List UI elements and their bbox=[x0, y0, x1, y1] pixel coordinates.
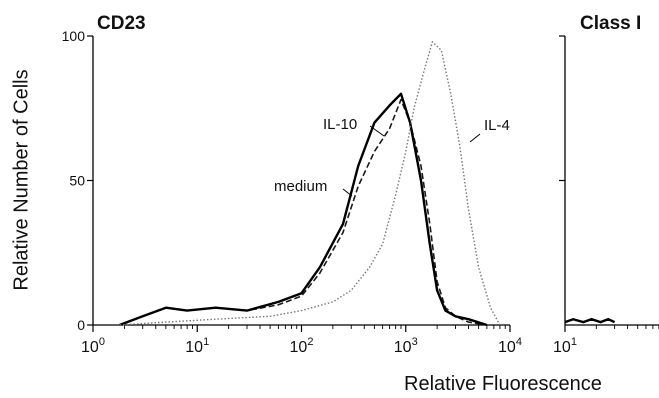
annotation-medium: medium bbox=[274, 178, 327, 195]
y-tick-label: 100 bbox=[62, 28, 86, 44]
y-tick-label: 0 bbox=[77, 317, 85, 333]
x-tick-label: 104 bbox=[498, 336, 522, 356]
x-tick-label: 101 bbox=[185, 336, 209, 356]
x-tick-label-class-i: 101 bbox=[553, 336, 577, 356]
annotation-leader-line bbox=[470, 134, 480, 142]
series-line-il-10 bbox=[120, 94, 487, 325]
annotation-il-4: IL-4 bbox=[484, 117, 510, 134]
x-tick-label: 102 bbox=[290, 336, 314, 356]
annotation-il-10: IL-10 bbox=[323, 116, 357, 133]
x-tick-label: 103 bbox=[394, 336, 418, 356]
series-line-class-i-0 bbox=[565, 319, 615, 322]
x-tick-label: 100 bbox=[81, 336, 105, 356]
y-tick-label: 50 bbox=[69, 173, 85, 189]
